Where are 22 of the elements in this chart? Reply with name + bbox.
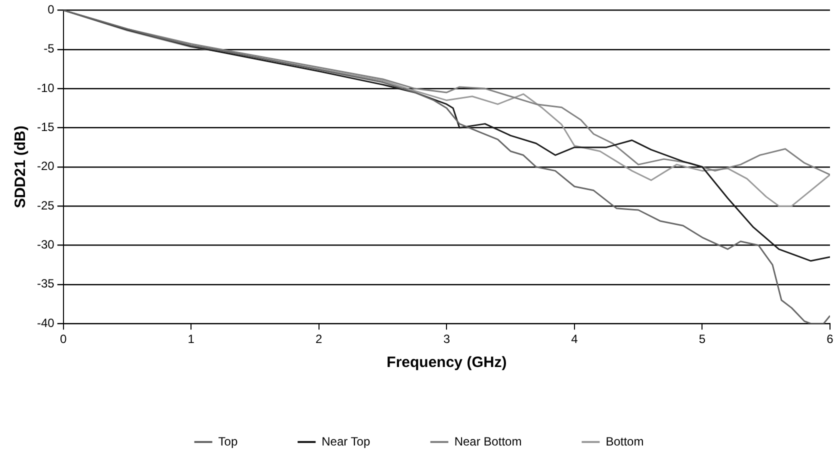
y-tick-label: -20: [37, 159, 55, 174]
x-tick-label: 2: [316, 332, 323, 346]
y-tick-label: 0: [48, 2, 55, 17]
legend-label: Top: [218, 434, 238, 448]
y-tick-label: -10: [37, 80, 55, 95]
x-tick-label: 3: [443, 332, 450, 346]
x-tick-label: 4: [571, 332, 578, 346]
x-tick-label: 6: [826, 332, 834, 346]
y-axis-title: SDD21 (dB): [12, 126, 30, 208]
x-tick-label: 0: [60, 332, 67, 346]
x-tick-label: 5: [698, 332, 706, 346]
x-tick-label: 1: [188, 332, 195, 346]
y-tick-label: -25: [37, 198, 55, 212]
legend-label: Bottom: [606, 434, 644, 448]
y-tick-label: -35: [37, 276, 55, 291]
legend-label: Near Bottom: [454, 434, 522, 448]
legend-label: Near Top: [322, 434, 370, 448]
y-tick-label: -30: [37, 238, 55, 252]
y-tick-label: -40: [37, 316, 55, 330]
y-tick-label: -5: [44, 42, 55, 56]
y-tick-label: -15: [37, 120, 55, 134]
x-axis-title: Frequency (GHz): [386, 354, 507, 372]
